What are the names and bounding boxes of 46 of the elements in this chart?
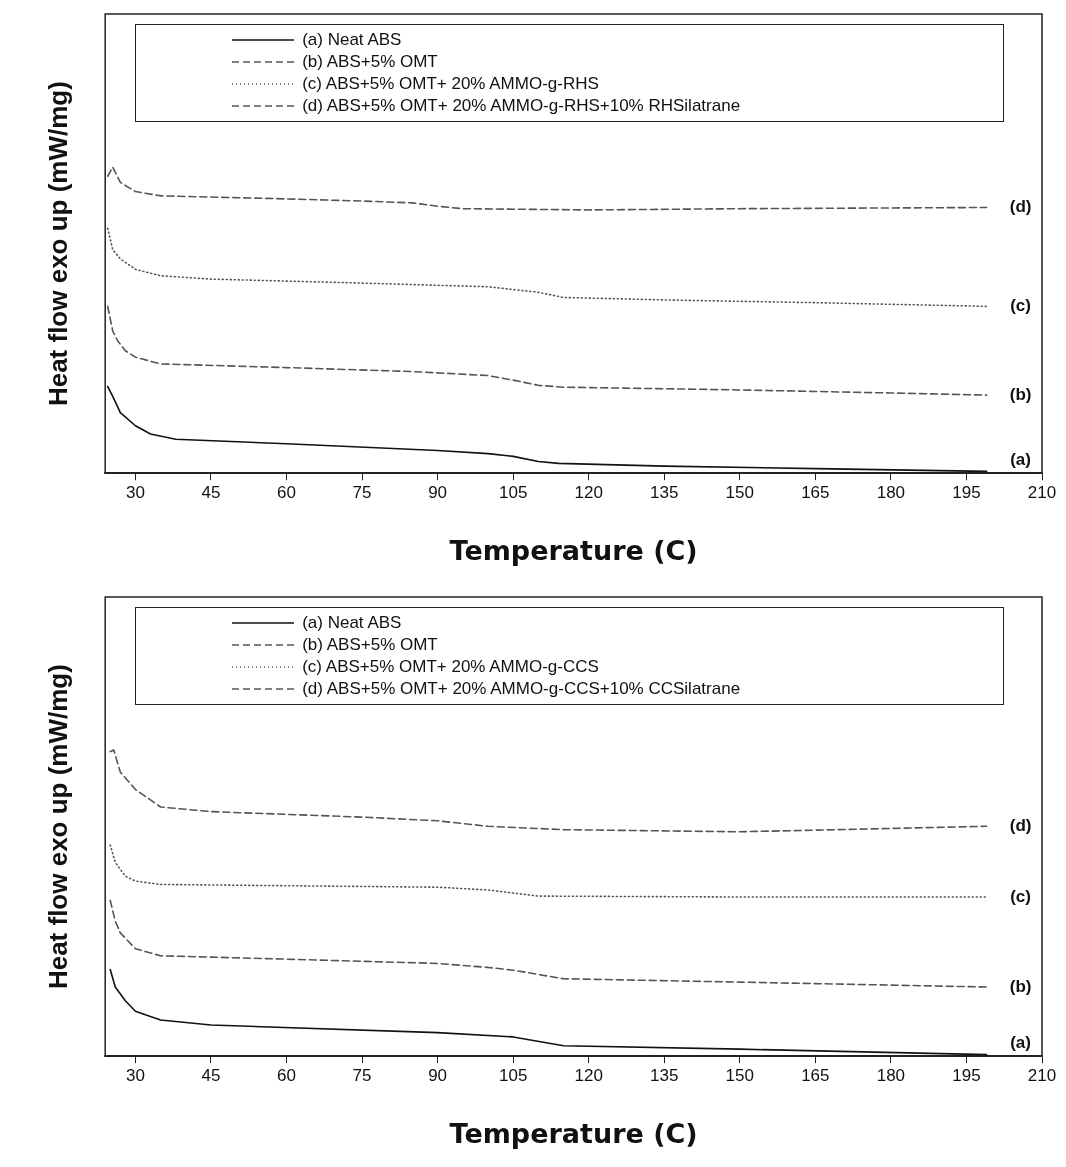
x-tick-label: 120 [574, 1066, 603, 1086]
x-tick-label: 210 [1027, 1066, 1057, 1086]
annotation: (a) [1010, 449, 1031, 469]
x-tick-label: 195 [952, 1066, 981, 1086]
x-tick-label: 120 [574, 483, 603, 503]
legend-label: (c) ABS+5% OMT+ 20% AMMO-g-CCS [302, 657, 599, 677]
y-axis-title: Heat flow exo up (mW/mg) [42, 664, 73, 990]
x-tick-label: 90 [428, 483, 448, 503]
x-tick-label: 60 [277, 1066, 296, 1086]
x-tick-label: 135 [650, 1066, 679, 1086]
x-tick-label: 45 [201, 1066, 221, 1086]
x-axis-title: Temperature (C) [449, 534, 698, 566]
x-tick-label: 165 [801, 483, 830, 503]
x-tick-label: 75 [352, 483, 372, 503]
x-tick-label: 90 [428, 1066, 448, 1086]
x-tick-label: 105 [498, 483, 528, 503]
annotation: (b) [1009, 384, 1032, 404]
x-tick-label: 165 [801, 1066, 830, 1086]
annotation: (a) [1010, 1032, 1031, 1052]
x-tick-label: 180 [876, 483, 906, 503]
x-tick-label: 60 [277, 483, 296, 503]
annotation: (c) [1010, 886, 1031, 906]
legend-label: (b) ABS+5% OMT [302, 52, 438, 72]
x-tick-label: 180 [876, 1066, 906, 1086]
legend-label: (d) ABS+5% OMT+ 20% AMMO-g-RHS+10% RHSilatrane [302, 96, 741, 116]
x-tick-label: 150 [725, 483, 754, 503]
x-tick-label: 30 [125, 1066, 145, 1086]
legend-label: (a) Neat ABS [302, 613, 402, 633]
y-axis-title: Heat flow exo up (mW/mg) [42, 81, 73, 407]
legend-label: (a) Neat ABS [302, 30, 402, 50]
x-tick-label: 75 [352, 1066, 372, 1086]
x-tick-label: 105 [498, 1066, 528, 1086]
x-tick-label: 45 [201, 483, 221, 503]
legend-label: (b) ABS+5% OMT [302, 635, 438, 655]
x-tick-label: 30 [125, 483, 145, 503]
annotation: (d) [1009, 197, 1032, 217]
annotation: (b) [1009, 976, 1032, 996]
annotation: (c) [1010, 296, 1031, 316]
legend-label: (d) ABS+5% OMT+ 20% AMMO-g-CCS+10% CCSilatrane [302, 679, 741, 699]
x-tick-label: 150 [725, 1066, 754, 1086]
x-axis-title: Temperature (C) [449, 1117, 698, 1149]
x-tick-label: 195 [952, 483, 981, 503]
legend-label: (c) ABS+5% OMT+ 20% AMMO-g-RHS [302, 74, 599, 94]
annotation: (d) [1009, 815, 1032, 835]
x-tick-label: 210 [1027, 483, 1057, 503]
x-tick-label: 135 [650, 483, 679, 503]
